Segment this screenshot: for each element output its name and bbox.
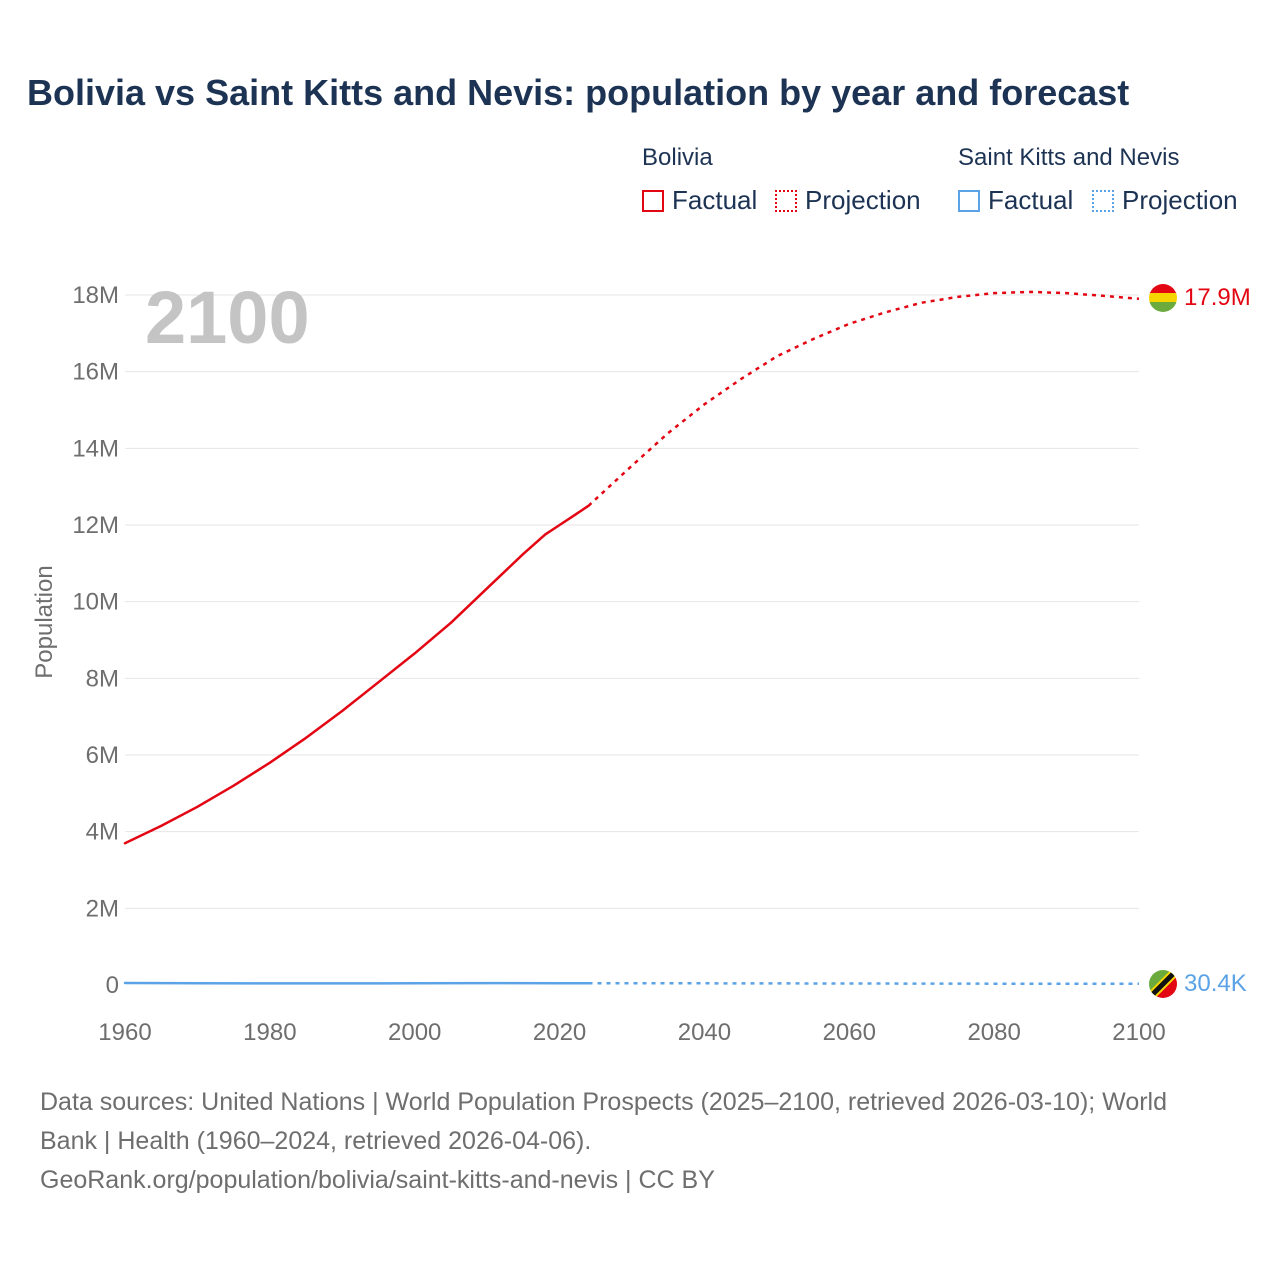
chart-title: Bolivia vs Saint Kitts and Nevis: popula…: [27, 72, 1130, 113]
legend-label: Projection: [805, 185, 921, 215]
legend-item-bolivia-projection[interactable]: Projection: [775, 185, 921, 216]
y-axis-label: Population: [31, 565, 58, 678]
y-tick-label: 6M: [86, 742, 119, 769]
legend-label: Factual: [988, 185, 1074, 215]
y-tick-label: 10M: [72, 589, 119, 616]
legend-label: Factual: [672, 185, 758, 215]
legend-swatch-dotted: [775, 189, 797, 212]
legend-swatch-dotted: [1092, 189, 1114, 212]
x-tick-label: 2000: [388, 1019, 441, 1046]
series-line-bolivia-projection: [587, 290, 1140, 507]
x-tick-label: 2040: [678, 1019, 731, 1046]
x-tick-label: 2060: [823, 1019, 876, 1046]
bolivia-flag-icon: [1149, 284, 1177, 312]
y-tick-label: 0: [106, 972, 119, 999]
x-tick-label: 1960: [98, 1019, 151, 1046]
y-tick-label: 14M: [72, 435, 119, 462]
y-tick-label: 8M: [86, 665, 119, 692]
x-tick-label: 2100: [1112, 1019, 1165, 1046]
legend-swatch-solid: [642, 189, 664, 212]
series-line-bolivia-factual: [123, 504, 590, 845]
legend-item-bolivia-factual[interactable]: Factual: [642, 185, 757, 216]
source-line-3[interactable]: GeoRank.org/population/bolivia/saint-kit…: [40, 1166, 715, 1194]
y-tick-label: 18M: [72, 282, 119, 309]
source-line-1: Data sources: United Nations | World Pop…: [40, 1088, 1168, 1116]
y-tick-label: 12M: [72, 512, 119, 539]
x-tick-label: 2080: [967, 1019, 1020, 1046]
y-tick-label: 4M: [86, 819, 119, 846]
y-tick-label: 2M: [86, 895, 119, 922]
population-line-chart: 0 2M 4M 6M 8M 10M 12M 14M 16M 18M 1960 1980 2000 202…: [31, 276, 1251, 1046]
source-line-2: Bank | Health (1960–2024, retrieved 2026…: [40, 1127, 592, 1155]
x-tick-label: 2020: [533, 1019, 586, 1046]
legend-item-skn-projection[interactable]: Projection: [1092, 185, 1238, 216]
year-overlay: 2100: [145, 276, 310, 359]
legend-group-skn: Saint Kitts and Nevis: [958, 144, 1180, 171]
legend-group-bolivia: Bolivia: [642, 144, 713, 171]
y-tick-label: 16M: [72, 359, 119, 386]
end-label-skn: 30.4K: [1184, 970, 1247, 997]
legend-item-skn-factual[interactable]: Factual: [958, 185, 1073, 216]
saint-kitts-and-nevis-flag-icon: [1149, 970, 1177, 998]
end-label-bolivia: 17.9M: [1184, 284, 1251, 311]
series-line-saint-kitts-and-nevis-projection: [588, 981, 1140, 986]
legend-swatch-solid: [958, 189, 980, 212]
legend-label: Projection: [1122, 185, 1238, 215]
x-tick-label: 1980: [243, 1019, 296, 1046]
